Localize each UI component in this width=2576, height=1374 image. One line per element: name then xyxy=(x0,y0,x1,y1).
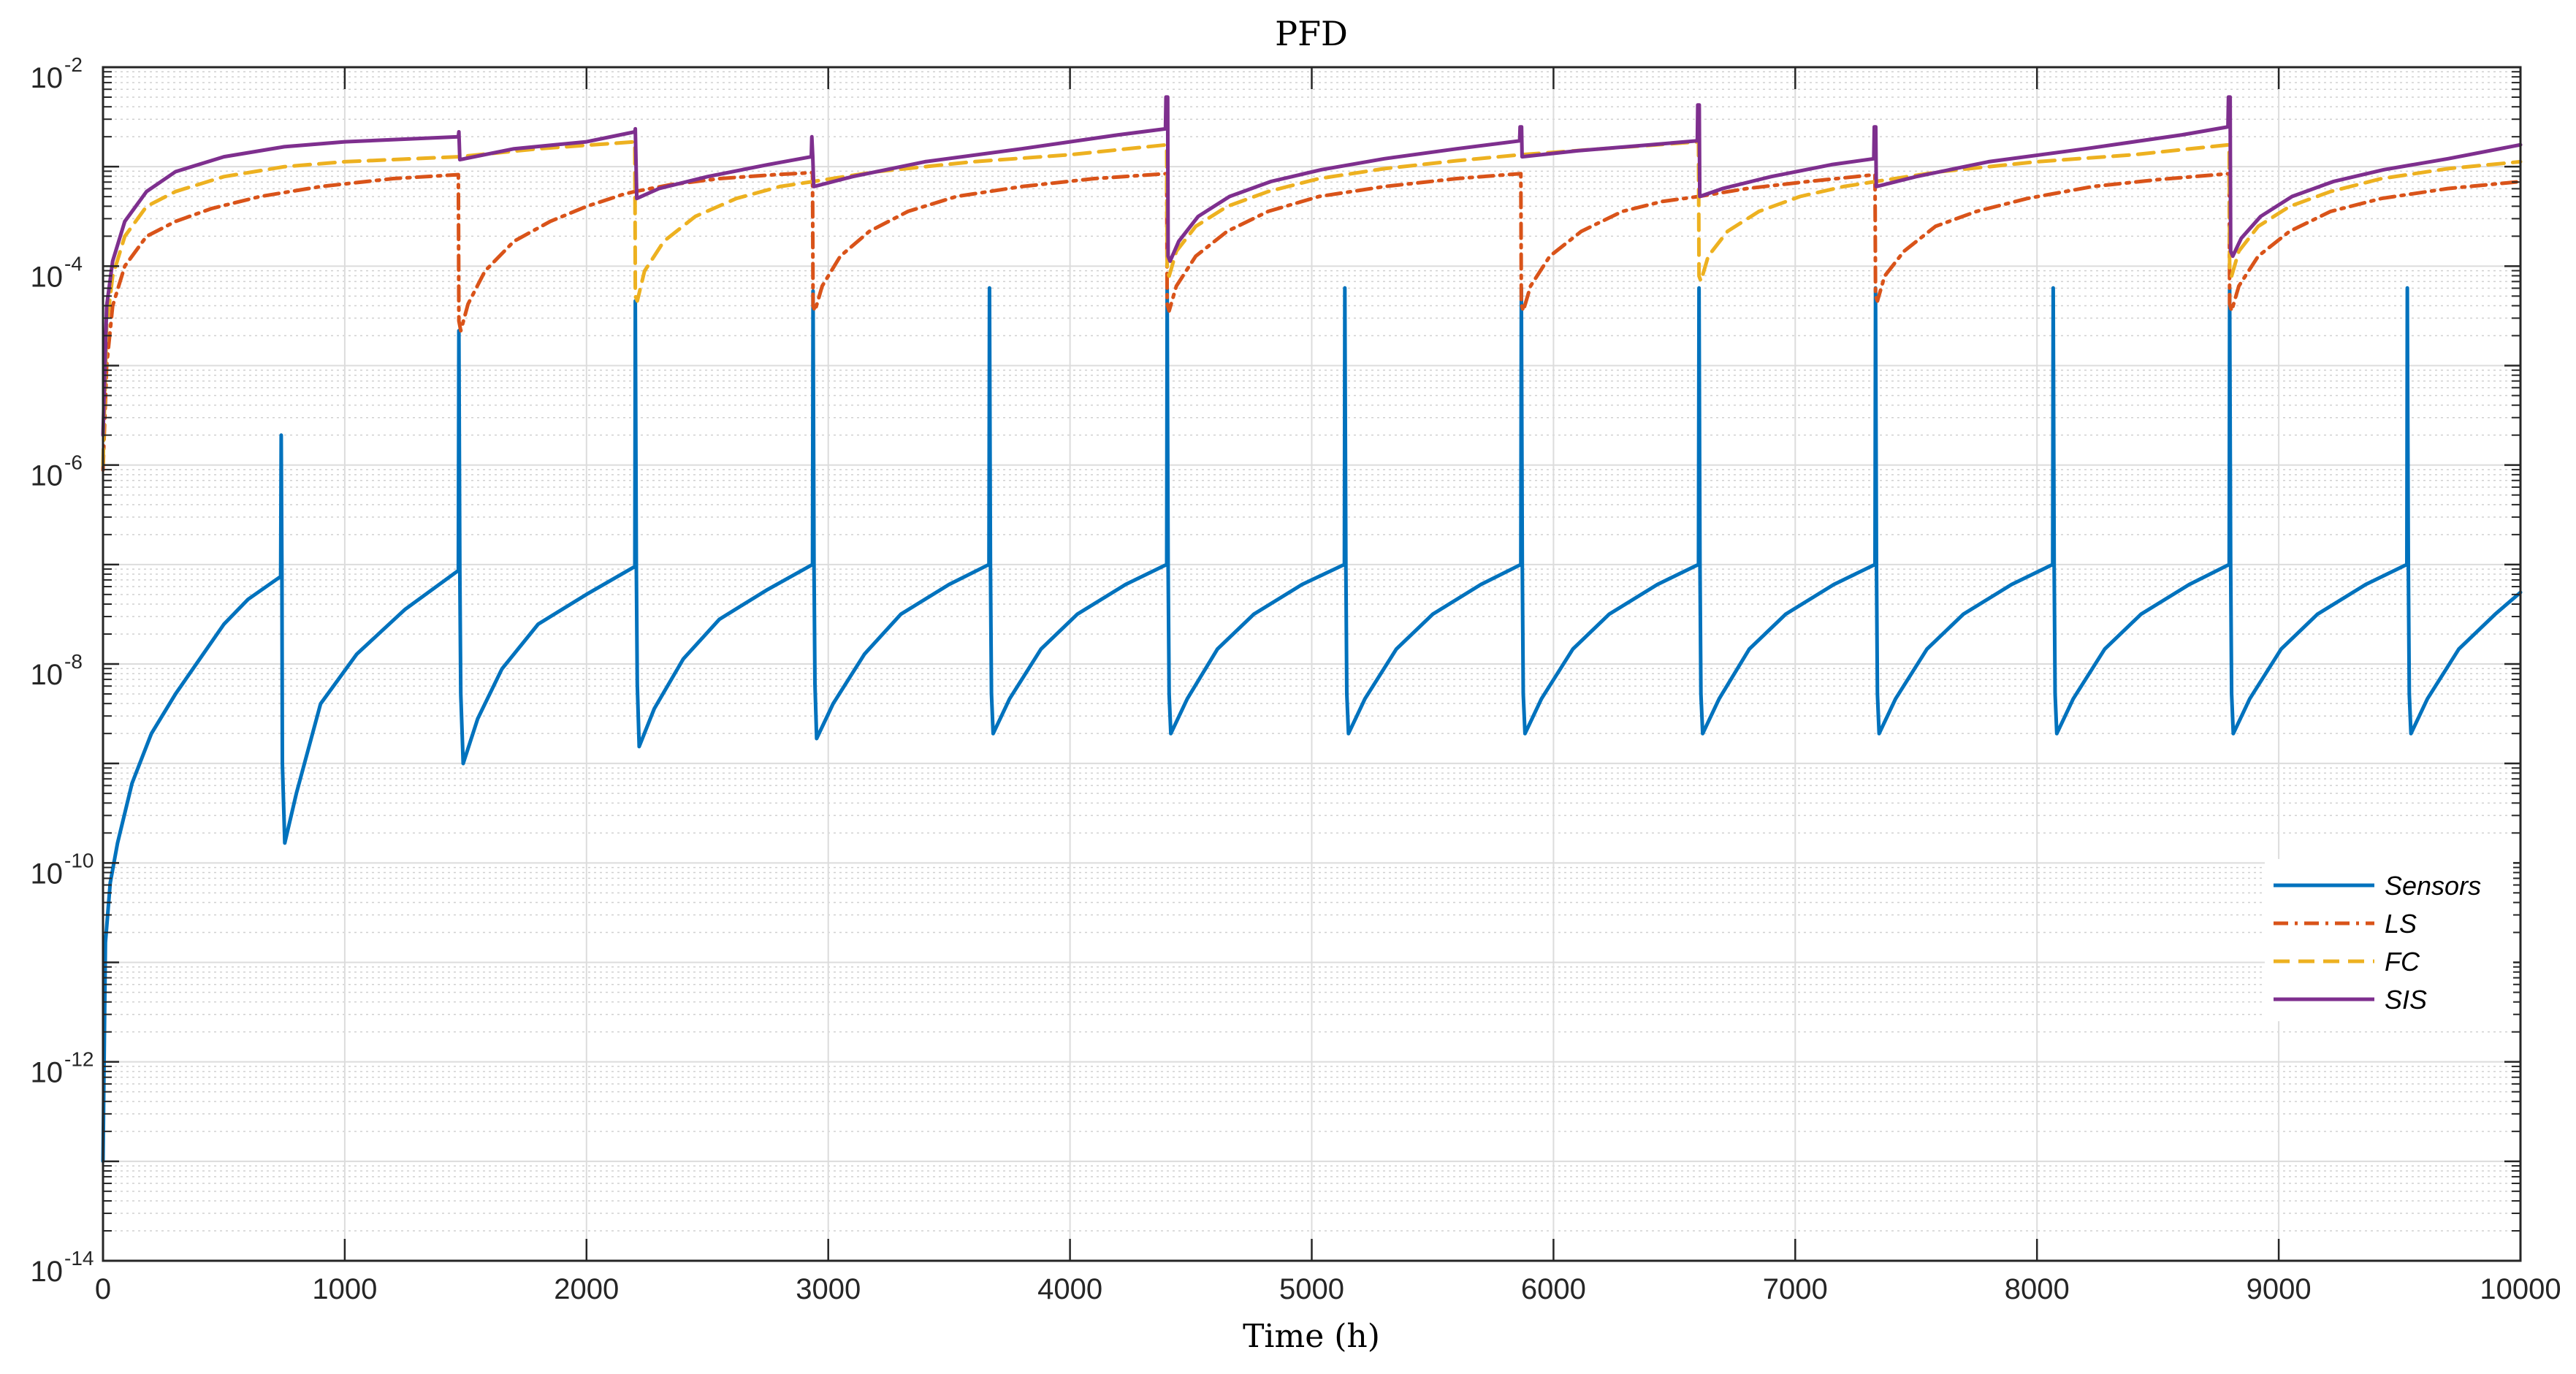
legend-label: SIS xyxy=(2385,985,2427,1015)
x-tick-labels: 0 1000 2000 3000 4000 5000 6000 7000 8000 9000 100… xyxy=(95,1273,2561,1305)
y-tick-exponent: -8 xyxy=(64,650,83,673)
legend-label: LS xyxy=(2385,909,2417,939)
series-line-sensors xyxy=(101,286,2523,1164)
x-tick-label: 4000 xyxy=(1037,1273,1102,1305)
series-layer xyxy=(101,95,2523,1164)
tick-marks xyxy=(102,67,2522,1261)
y-tick-label: 10 -8 xyxy=(31,650,83,691)
x-tick-label: 7000 xyxy=(1763,1273,1828,1305)
x-axis-label: Time (h) xyxy=(1243,1318,1380,1355)
y-tick-label: 10 -10 xyxy=(31,849,94,890)
x-tick-label: 0 xyxy=(95,1273,111,1305)
y-tick-base: 10 xyxy=(31,460,64,492)
y-tick-exponent: -14 xyxy=(64,1247,94,1270)
y-tick-label: 10 -2 xyxy=(31,53,83,94)
y-tick-base: 10 xyxy=(31,261,64,293)
x-tick-label: 8000 xyxy=(2005,1273,2070,1305)
legend-entries: Sensors LS FC SIS xyxy=(2274,871,2481,1015)
series-line-ls xyxy=(101,170,2523,472)
y-tick-label: 10 -6 xyxy=(31,451,83,492)
x-tick-label: 3000 xyxy=(796,1273,861,1305)
y-tick-base: 10 xyxy=(31,858,64,890)
y-tick-exponent: -10 xyxy=(64,849,94,871)
x-tick-label: 2000 xyxy=(554,1273,619,1305)
y-tick-label: 10 -12 xyxy=(31,1048,94,1089)
x-tick-label: 5000 xyxy=(1279,1273,1344,1305)
x-tick-label: 1000 xyxy=(312,1273,377,1305)
chart-title: PFD xyxy=(1275,14,1348,53)
legend: Sensors LS FC SIS xyxy=(2265,859,2513,1021)
y-tick-exponent: -12 xyxy=(64,1048,94,1071)
x-tick-label: 6000 xyxy=(1521,1273,1586,1305)
x-tick-label: 10000 xyxy=(2480,1273,2561,1305)
x-tick-label: 9000 xyxy=(2247,1273,2312,1305)
y-tick-exponent: -2 xyxy=(64,53,83,76)
series-line-sis xyxy=(101,95,2523,438)
y-tick-exponent: -4 xyxy=(64,252,83,275)
y-tick-label: 10 -4 xyxy=(31,252,83,293)
y-tick-label: 10 -14 xyxy=(31,1247,94,1288)
y-tick-base: 10 xyxy=(31,659,64,691)
y-tick-base: 10 xyxy=(31,62,64,94)
legend-item-sensors: Sensors xyxy=(2274,871,2481,901)
legend-label: Sensors xyxy=(2385,871,2481,901)
legend-label: FC xyxy=(2385,947,2420,977)
y-tick-base: 10 xyxy=(31,1256,64,1288)
y-tick-exponent: -6 xyxy=(64,451,83,474)
legend-item-ls: LS xyxy=(2274,909,2417,939)
y-tick-base: 10 xyxy=(31,1057,64,1089)
legend-item-sis: SIS xyxy=(2274,985,2427,1015)
legend-item-fc: FC xyxy=(2274,947,2420,977)
